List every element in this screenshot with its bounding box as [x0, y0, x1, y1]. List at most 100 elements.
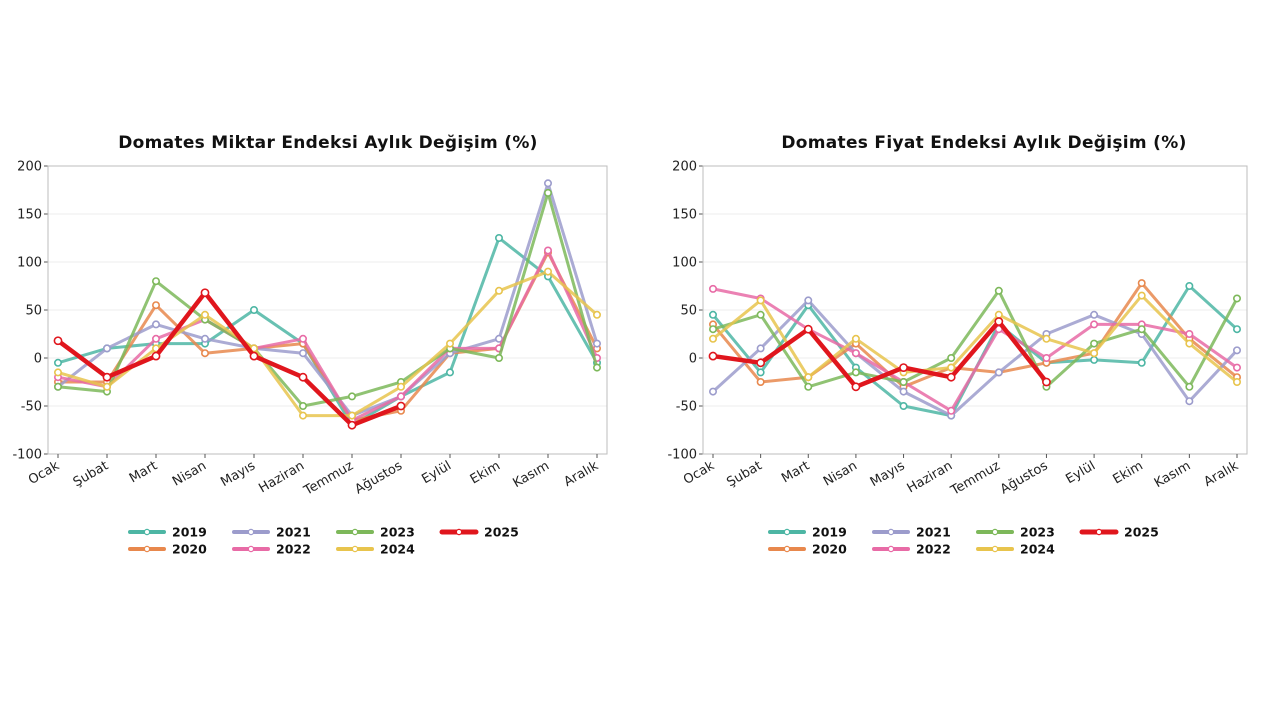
data-point-2025	[851, 382, 861, 392]
legend-label-2021: 2021	[276, 525, 311, 540]
series-line-2024	[711, 294, 1239, 384]
data-point-2020	[201, 349, 210, 358]
legend-label-2025: 2025	[484, 525, 519, 540]
legend-label-2022: 2022	[276, 542, 311, 557]
y-tick-label: 200	[672, 160, 697, 175]
data-point-2023	[947, 353, 956, 362]
data-point-2019	[53, 358, 62, 367]
data-point-2021	[592, 339, 601, 348]
data-point-2024	[1042, 334, 1051, 343]
data-point-2019	[1137, 358, 1146, 367]
data-point-2025	[708, 351, 718, 361]
series-line-2022	[56, 248, 599, 422]
legend-marker-2024	[991, 545, 999, 553]
data-point-2024	[592, 310, 601, 319]
y-tick-label: -50	[676, 400, 697, 415]
series-line-2023	[711, 289, 1239, 389]
x-tick-label: Kasım	[510, 458, 552, 491]
y-tick-label: 150	[17, 208, 42, 223]
data-point-2023	[152, 277, 161, 286]
data-point-2023	[1185, 382, 1194, 391]
data-point-2022	[1232, 363, 1241, 372]
data-point-2020	[756, 377, 765, 386]
data-point-2025	[946, 372, 956, 382]
y-tick-label: -50	[21, 400, 42, 415]
data-point-2023	[1232, 294, 1241, 303]
x-tick-label: Nisan	[170, 458, 209, 489]
data-point-2024	[445, 339, 454, 348]
data-point-2025	[1042, 377, 1051, 387]
data-point-2024	[543, 267, 552, 276]
data-point-2022	[396, 392, 405, 401]
data-point-2025	[803, 324, 813, 334]
legend-label-2024: 2024	[380, 542, 415, 557]
chart-svg: Domates Miktar Endeksi Aylık Değişim (%)…	[12, 133, 608, 557]
data-point-2021	[298, 349, 307, 358]
legend-marker-2023	[351, 528, 359, 536]
x-tick-label: Kasım	[1152, 458, 1194, 491]
data-point-2021	[1185, 397, 1194, 406]
data-point-2024	[756, 296, 765, 305]
series-line-2020	[56, 250, 599, 422]
x-tick-label: Ağustos	[352, 458, 405, 497]
series-line-2025	[710, 319, 1049, 390]
x-tick-label: Mayıs	[218, 458, 258, 490]
legend-label-2023: 2023	[1020, 525, 1055, 540]
data-point-2023	[347, 392, 356, 401]
data-point-2024	[1232, 377, 1241, 386]
data-point-2022	[298, 334, 307, 343]
series-line-2025	[55, 290, 404, 428]
data-point-2023	[1090, 339, 1099, 348]
y-tick-label: 150	[672, 208, 697, 223]
x-tick-label: Mart	[127, 458, 160, 486]
y-tick-label: -100	[667, 448, 697, 463]
legend-label-2019: 2019	[812, 525, 847, 540]
data-point-2022	[152, 334, 161, 343]
data-point-2024	[947, 363, 956, 372]
legend-marker-2024	[351, 545, 359, 553]
x-tick-label: Mart	[779, 458, 812, 486]
data-point-2024	[709, 334, 718, 343]
legend-label-2022: 2022	[916, 542, 951, 557]
legend-label-2024: 2024	[1020, 542, 1055, 557]
data-point-2019	[899, 401, 908, 410]
x-tick-label: Ekim	[468, 458, 503, 487]
y-tick-label: -100	[12, 448, 42, 463]
legend-label-2025: 2025	[1124, 525, 1159, 540]
data-point-2021	[709, 387, 718, 396]
legend-marker-2023	[991, 528, 999, 536]
data-point-2023	[592, 363, 601, 372]
legend-marker-2021	[247, 528, 255, 536]
series-line-2023	[56, 191, 599, 408]
data-point-2025	[899, 363, 908, 372]
plot-frame	[47, 165, 608, 455]
data-point-2023	[1137, 325, 1146, 334]
legend-marker-2025	[1095, 528, 1103, 536]
legend-marker-2022	[247, 545, 255, 553]
y-tick-label: 0	[689, 352, 697, 367]
legend-label-2020: 2020	[172, 542, 207, 557]
data-point-2021	[103, 344, 112, 353]
data-point-2019	[1185, 281, 1194, 290]
data-point-2022	[1185, 329, 1194, 338]
x-tick-label: Şubat	[71, 458, 111, 490]
x-tick-label: Ekim	[1110, 458, 1145, 487]
y-tick-label: 200	[17, 160, 42, 175]
data-point-2023	[804, 382, 813, 391]
legend-marker-2019	[783, 528, 791, 536]
data-point-2025	[396, 401, 406, 411]
legend-label-2023: 2023	[380, 525, 415, 540]
data-point-2025	[249, 351, 259, 361]
data-point-2020	[152, 301, 161, 310]
miktar-chart: Domates Miktar Endeksi Aylık Değişim (%)…	[12, 133, 608, 557]
y-tick-label: 0	[34, 352, 42, 367]
data-point-2021	[1232, 346, 1241, 355]
chart-svg: Domates Fiyat Endeksi Aylık Değişim (%) -…	[667, 133, 1248, 557]
data-point-2019	[445, 368, 454, 377]
x-tick-label: Aralık	[1201, 458, 1241, 490]
data-point-2019	[1232, 325, 1241, 334]
data-point-2024	[994, 310, 1003, 319]
data-point-2021	[804, 296, 813, 305]
data-point-2025	[102, 372, 112, 382]
data-point-2021	[1090, 310, 1099, 319]
